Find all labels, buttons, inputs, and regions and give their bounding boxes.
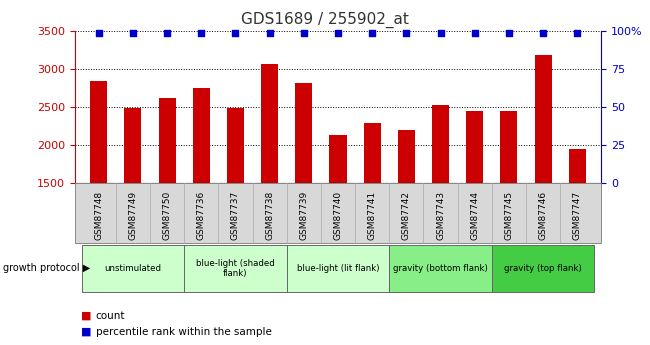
Point [162,30,172,35]
Text: GSM87747: GSM87747 [573,191,582,240]
Text: GSM87746: GSM87746 [539,191,548,240]
Text: ■: ■ [81,311,92,321]
Text: GSM87737: GSM87737 [231,190,240,240]
Text: blue-light (shaded
flank): blue-light (shaded flank) [196,258,275,278]
Point [127,30,138,35]
Text: GSM87743: GSM87743 [436,191,445,240]
Point [94,30,104,35]
Point [265,30,275,35]
Text: gravity (top flank): gravity (top flank) [504,264,582,273]
Text: GSM87742: GSM87742 [402,191,411,240]
Bar [432,106,449,183]
Point [298,30,309,35]
Point [572,30,582,35]
Point [504,30,514,35]
Point [333,30,343,35]
Text: GSM87750: GSM87750 [162,190,172,240]
Text: GSM87741: GSM87741 [368,191,377,240]
Point [469,30,480,35]
Bar [192,88,210,183]
Text: GSM87738: GSM87738 [265,190,274,240]
Bar [398,130,415,183]
Text: blue-light (lit flank): blue-light (lit flank) [297,264,379,273]
Point [367,30,378,35]
Bar [569,149,586,183]
Text: ■: ■ [81,327,92,337]
Point [436,30,446,35]
Text: growth protocol ▶: growth protocol ▶ [3,263,90,273]
Bar [363,123,381,183]
Bar [295,83,313,183]
Text: GSM87744: GSM87744 [470,191,479,240]
Point [538,30,549,35]
Bar [124,108,142,183]
Bar [227,108,244,183]
Text: count: count [96,311,125,321]
Point [230,30,240,35]
Text: GSM87736: GSM87736 [197,190,206,240]
Bar [159,98,176,183]
Text: gravity (bottom flank): gravity (bottom flank) [393,264,488,273]
Bar [466,111,484,183]
Bar [261,65,278,183]
Point [401,30,411,35]
Text: GDS1689 / 255902_at: GDS1689 / 255902_at [241,12,409,28]
Point [196,30,207,35]
Bar [500,111,517,183]
Text: percentile rank within the sample: percentile rank within the sample [96,327,272,337]
Text: GSM87749: GSM87749 [128,191,137,240]
Text: unstimulated: unstimulated [105,264,161,273]
Bar [90,81,107,183]
Text: GSM87740: GSM87740 [333,191,343,240]
Bar [534,55,552,183]
Text: GSM87739: GSM87739 [299,190,308,240]
Text: GSM87745: GSM87745 [504,191,514,240]
Text: GSM87748: GSM87748 [94,191,103,240]
Bar [330,135,346,183]
